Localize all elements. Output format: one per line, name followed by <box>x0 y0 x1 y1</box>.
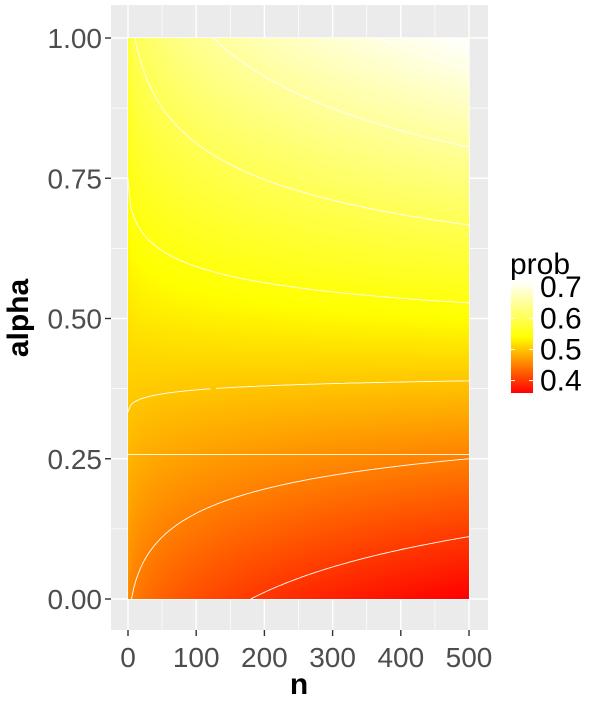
contour-line <box>131 458 470 600</box>
legend-title: prob <box>510 248 570 281</box>
contour-line <box>127 380 470 413</box>
x-tick-label: 400 <box>377 642 424 673</box>
heatmap-raster <box>128 38 469 599</box>
x-tick-label: 300 <box>309 642 356 673</box>
x-axis: 0 100 200 300 400 500 <box>120 630 492 673</box>
contour-line <box>134 37 470 226</box>
contour-line <box>212 37 470 148</box>
x-axis-title: n <box>290 668 308 700</box>
x-tick-label: 500 <box>446 642 493 673</box>
y-axis: 0.00 0.25 0.50 0.75 1.00 <box>48 23 111 615</box>
contour-lines <box>127 37 470 600</box>
x-tick-label: 100 <box>173 642 220 673</box>
legend-ticks: 0.40.50.60.7 <box>511 271 582 398</box>
x-tick-label: 200 <box>241 642 288 673</box>
contour-line <box>378 37 470 70</box>
legend-label: 0.4 <box>540 365 582 398</box>
y-tick-label: 1.00 <box>48 23 103 54</box>
legend-label: 0.7 <box>540 271 582 304</box>
legend-label: 0.6 <box>540 302 582 335</box>
y-axis-title: alpha <box>2 279 35 358</box>
x-tick-label: 0 <box>120 642 136 673</box>
legend-colorbar <box>511 281 533 393</box>
y-tick-label: 0.75 <box>48 163 103 194</box>
y-tick-label: 0.50 <box>48 304 103 335</box>
legend: prob 0.40.50.60.7 <box>510 248 582 398</box>
legend-label: 0.5 <box>540 333 582 366</box>
y-tick-label: 0.25 <box>48 444 103 475</box>
y-tick-label: 0.00 <box>48 584 103 615</box>
contour-line <box>250 536 470 600</box>
contour-line <box>127 178 470 304</box>
